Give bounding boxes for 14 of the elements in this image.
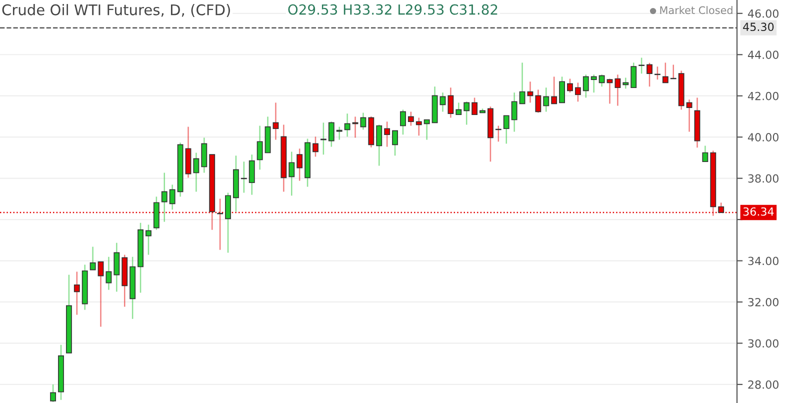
y-tick-label: 44.00 bbox=[748, 50, 778, 60]
y-tick-label: 42.00 bbox=[748, 92, 778, 100]
ref-line-label: 45.30 bbox=[743, 22, 774, 32]
annotation: O29.53 H33.32 L29.53 C31.82 bbox=[288, 4, 498, 15]
y-tick-label: 34.00 bbox=[748, 256, 778, 266]
y-tick-label: 30.00 bbox=[748, 339, 778, 348]
ref-line-label: 36.34 bbox=[743, 207, 774, 216]
y-tick-label: 38.00 bbox=[748, 174, 778, 183]
annotation: Market Closed bbox=[660, 6, 732, 14]
y-tick-label: 40.00 bbox=[748, 133, 778, 142]
y-tick-label: 32.00 bbox=[748, 298, 778, 306]
y-tick-label: 46.00 bbox=[748, 9, 778, 18]
chart-title: Crude Oil WTI Futures, D, (CFD) bbox=[2, 4, 230, 18]
y-tick-label: 28.00 bbox=[748, 380, 778, 389]
